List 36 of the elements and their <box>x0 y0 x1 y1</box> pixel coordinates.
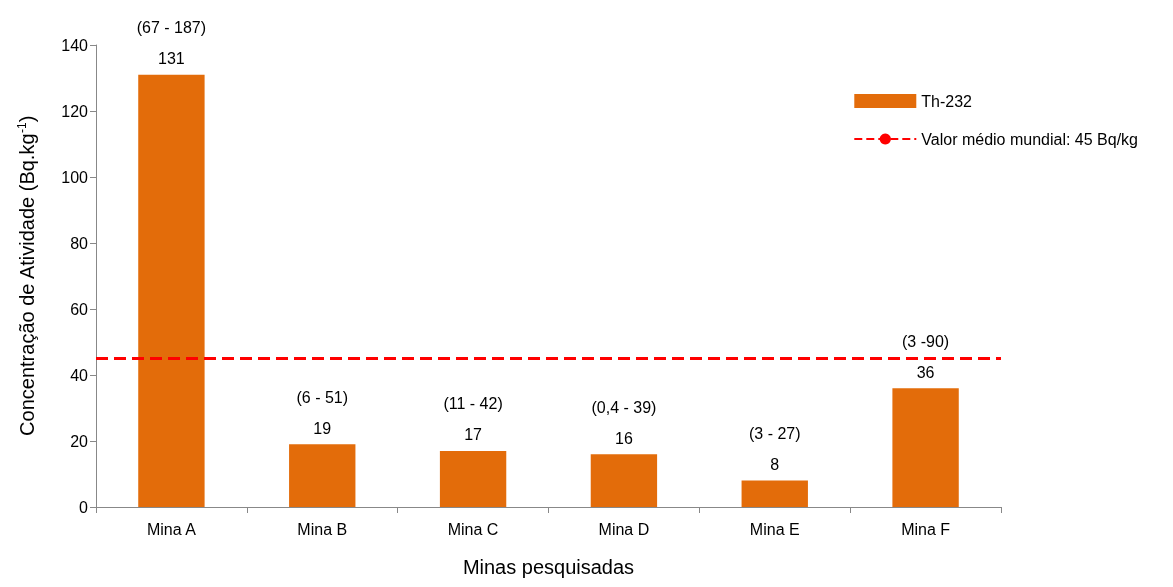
bar <box>439 450 507 507</box>
data-label: 36 <box>916 363 935 381</box>
y-axis-title: Concentração de Atividade (Bq.kg-1) <box>15 115 38 436</box>
annotation: (6 - 51) <box>296 388 349 406</box>
data-label: 131 <box>158 50 185 68</box>
annotation: (0,4 - 39) <box>591 398 657 416</box>
y-tick-label: 100 <box>61 168 89 186</box>
bar <box>289 444 356 507</box>
x-tick-label: Mina D <box>598 520 650 538</box>
x-tick-label: Mina B <box>297 520 348 538</box>
annotation: (11 - 42) <box>443 395 503 413</box>
legend-label: Th-232 <box>921 92 973 110</box>
x-tick-label: Mina C <box>447 520 499 538</box>
data-label: 8 <box>770 456 780 474</box>
bar <box>138 74 205 507</box>
data-label: 17 <box>464 426 483 444</box>
x-axis-title: Minas pesquisadas <box>462 556 635 578</box>
x-tick-label: Mina E <box>749 520 800 538</box>
x-tick-label: Mina F <box>901 520 951 538</box>
legend-label: Valor médio mundial: 45 Bq/kg <box>921 130 1139 148</box>
data-label: 16 <box>615 429 633 447</box>
y-tick-label: 60 <box>70 300 89 318</box>
bar <box>741 480 808 507</box>
bar <box>892 388 959 507</box>
annotation: (3 - 27) <box>748 425 801 443</box>
x-tick-label: Mina A <box>146 520 197 538</box>
data-label: 19 <box>313 419 332 437</box>
y-tick-label: 0 <box>79 498 89 516</box>
annotation: (3 -90) <box>902 332 950 350</box>
bar <box>590 454 658 507</box>
y-tick-label: 80 <box>70 234 89 252</box>
y-tick-label: 40 <box>70 366 89 384</box>
annotation: (67 - 187) <box>136 19 207 37</box>
y-tick-label: 140 <box>61 36 89 54</box>
y-tick-label: 120 <box>61 102 89 120</box>
y-tick-label: 20 <box>70 432 89 450</box>
